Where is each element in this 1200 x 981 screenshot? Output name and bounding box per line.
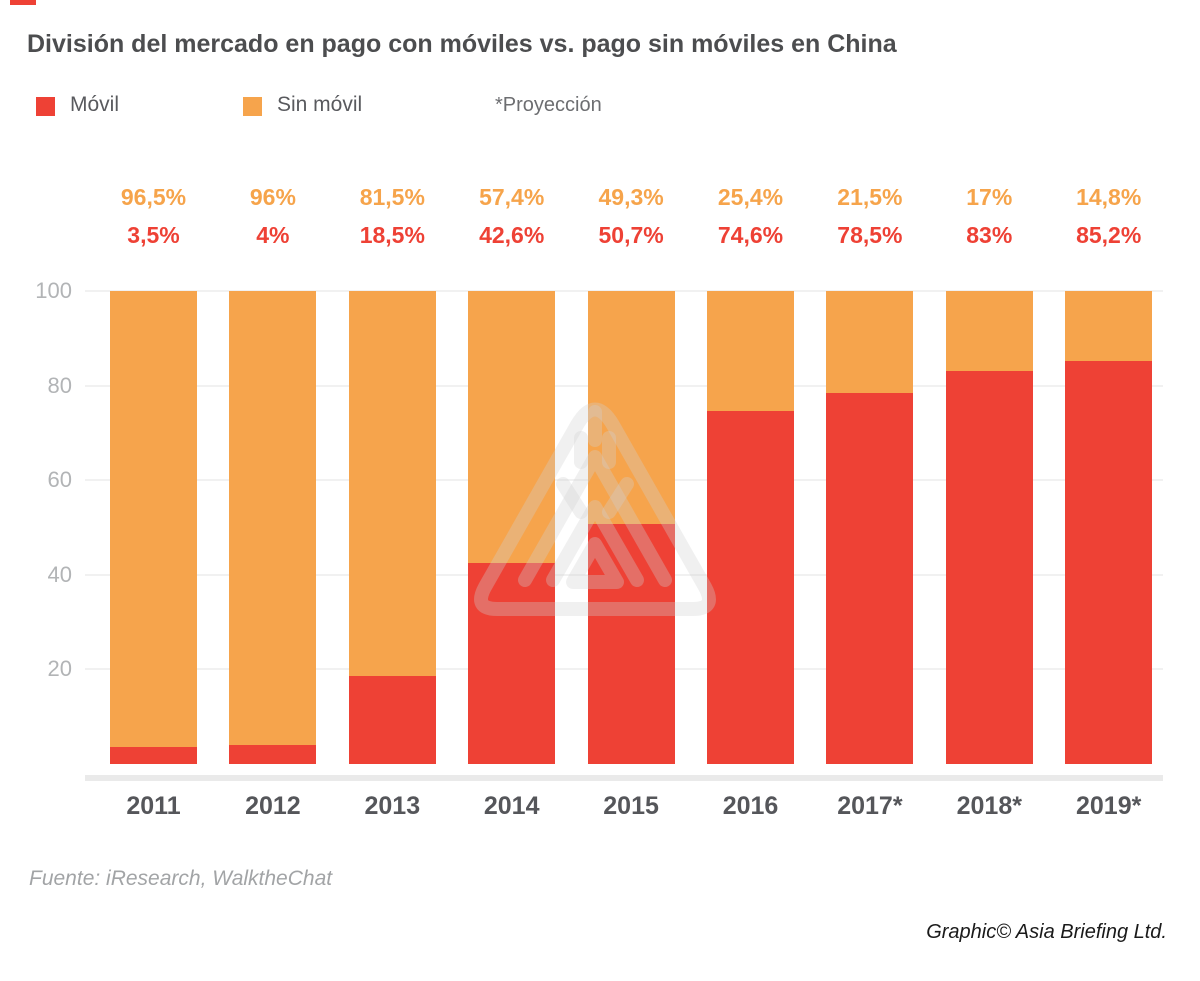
value-label-nonmobile-2013: 81,5% [359, 184, 425, 210]
legend-swatch-nonmobile-icon [243, 97, 262, 116]
bar-segment-mobile-2016 [707, 411, 794, 764]
value-label-nonmobile-2017*: 21,5% [837, 184, 903, 210]
value-label-nonmobile-2011: 96,5% [120, 184, 187, 210]
chart-title: División del mercado en pago con móviles… [27, 30, 897, 58]
value-label-mobile-2012: 4% [256, 222, 290, 248]
x-axis-label-2013: 2013 [364, 792, 421, 820]
bar-segment-nonmobile-2013 [348, 291, 436, 677]
value-label-nonmobile-2012: 96% [249, 184, 296, 210]
value-label-mobile-2018*: 83% [966, 222, 1013, 248]
bar-segment-mobile-2011 [110, 747, 197, 764]
x-axis-baseline [85, 775, 1163, 781]
bar-segment-mobile-2013 [348, 676, 436, 764]
bar-segment-nonmobile-2014 [468, 291, 556, 563]
projection-note: *Proyección [495, 94, 602, 116]
legend-label-nonmobile: Sin móvil [277, 93, 363, 116]
y-axis-tick-80: 80 [47, 372, 72, 398]
bar-segment-nonmobile-2016 [707, 291, 794, 412]
value-label-nonmobile-2016: 25,4% [717, 184, 784, 210]
value-label-mobile-2013: 18,5% [359, 222, 425, 248]
bar-segment-nonmobile-2019* [1065, 291, 1153, 361]
x-axis-label-2014: 2014 [483, 792, 540, 820]
x-axis-label-2012: 2012 [245, 792, 301, 820]
value-label-nonmobile-2019*: 14,8% [1076, 184, 1142, 210]
value-label-mobile-2019*: 85,2% [1076, 222, 1142, 248]
bar-segment-mobile-2012 [229, 745, 317, 764]
value-label-mobile-2017*: 78,5% [837, 222, 903, 248]
bar-segment-mobile-2017* [826, 392, 914, 764]
y-axis-tick-40: 40 [47, 561, 72, 587]
bar-segment-mobile-2014 [468, 562, 556, 764]
bar-segment-mobile-2019* [1065, 361, 1153, 764]
x-axis-label-2017*: 2017* [837, 792, 903, 820]
value-label-mobile-2014: 42,6% [479, 222, 545, 248]
source-note: Fuente: iResearch, WalktheChat [29, 867, 333, 890]
bar-segment-nonmobile-2015 [587, 291, 675, 525]
value-label-nonmobile-2015: 49,3% [598, 184, 664, 210]
x-axis-label-2011: 2011 [126, 792, 181, 820]
value-label-mobile-2016: 74,6% [717, 222, 784, 248]
x-axis-label-2018*: 2018* [956, 792, 1022, 820]
value-label-nonmobile-2018*: 17% [966, 184, 1013, 210]
bar-segment-nonmobile-2017* [826, 291, 914, 393]
bar-segment-mobile-2018* [945, 371, 1033, 764]
bar-segment-nonmobile-2012 [229, 291, 317, 746]
value-label-mobile-2011: 3,5% [127, 222, 180, 248]
value-label-mobile-2015: 50,7% [598, 222, 664, 248]
bar-segment-nonmobile-2011 [110, 291, 197, 748]
bar-segment-mobile-2015 [587, 524, 675, 764]
x-axis-label-2019*: 2019* [1076, 792, 1142, 820]
legend-swatch-mobile-icon [36, 97, 55, 116]
x-axis-label-2016: 2016 [722, 792, 779, 820]
y-axis-tick-100: 100 [35, 278, 72, 303]
y-axis-tick-60: 60 [47, 467, 72, 493]
bar-segment-nonmobile-2018* [945, 291, 1033, 372]
credit-note: Graphic© Asia Briefing Ltd. [926, 921, 1167, 943]
top-accent-mark [10, 0, 36, 5]
legend-label-mobile: Móvil [70, 93, 120, 116]
x-axis-label-2015: 2015 [603, 792, 659, 820]
y-axis-tick-20: 20 [47, 656, 72, 682]
value-label-nonmobile-2014: 57,4% [479, 184, 545, 210]
